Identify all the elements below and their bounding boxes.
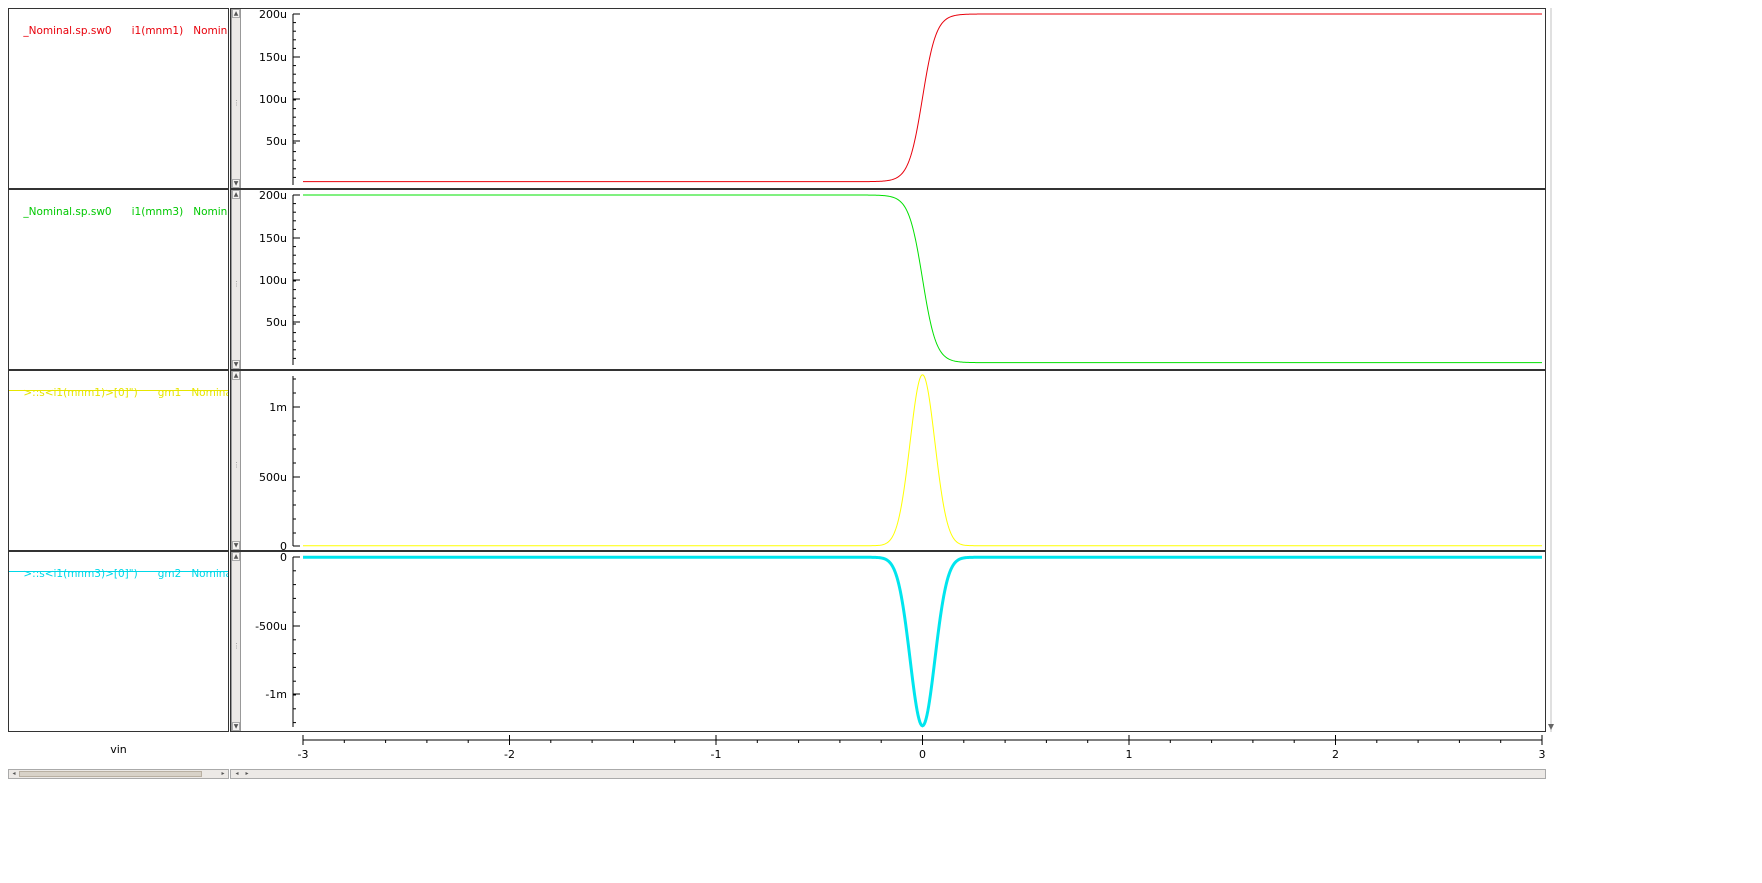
vertical-scrollbar[interactable]: ▲ ⋮ ▼ [231,190,241,369]
scroll-left-arrow[interactable]: ◂ [12,770,16,777]
legend-dataset: _Nominal.sp.sw0 [23,25,112,37]
scroll-down-arrow[interactable]: ▼ [232,722,240,731]
scroll-left-arrow[interactable]: ◂ [235,770,239,777]
legend-divider [9,571,228,572]
x-tick-label: 2 [1332,748,1339,761]
legend-entry[interactable]: _Nominal.sp.sw0 i1(mnm1) Nominal [10,13,228,49]
legend-entry[interactable]: >::s<i1(mnm3)>[0]") gm2 Nominal [10,556,228,592]
scroll-down-arrow[interactable]: ▼ [232,360,240,369]
legend-corner: Nominal [191,387,228,399]
legend-signal: gm2 [157,568,182,580]
plot-horizontal-scrollbar[interactable]: ◂ ▸ [230,769,1546,779]
legend-signal: i1(mnm1) [131,25,184,37]
legend-panel-4[interactable]: >::s<i1(mnm3)>[0]") gm2 Nominal [8,551,229,732]
legend-dataset: >::s<i1(mnm3)>[0]") [23,568,138,580]
vertical-scrollbar[interactable]: ▲ ⋮ ▼ [231,552,241,731]
plot-frame-1[interactable] [230,8,1546,189]
scroll-grip-icon: ⋮ [233,98,240,107]
legend-entry[interactable]: _Nominal.sp.sw0 i1(mnm3) Nominal [10,194,228,230]
legend-panel-2[interactable]: _Nominal.sp.sw0 i1(mnm3) Nominal [8,189,229,370]
legend-signal: gm1 [157,387,182,399]
scroll-grip-icon: ⋮ [233,460,240,469]
x-tick-label: -2 [504,748,515,761]
plot-frame-4[interactable] [230,551,1546,732]
legend-divider [9,390,228,391]
vertical-scrollbar[interactable]: ▲ ⋮ ▼ [231,9,241,188]
legend-panel-1[interactable]: _Nominal.sp.sw0 i1(mnm1) Nominal [8,8,229,189]
scroll-up-arrow[interactable]: ▲ [232,190,240,199]
plot-frame-3[interactable] [230,370,1546,551]
x-tick-label: 1 [1126,748,1133,761]
scroll-thumb[interactable] [19,771,202,777]
scroll-grip-icon: ⋮ [233,641,240,650]
legend-corner: Nominal [191,568,228,580]
vertical-scrollbar[interactable]: ▲ ⋮ ▼ [231,371,241,550]
x-tick-label: 3 [1539,748,1546,761]
x-tick-label: -3 [298,748,309,761]
scroll-grip-icon: ⋮ [233,279,240,288]
legend-entry[interactable]: >::s<i1(mnm1)>[0]") gm1 Nominal [10,375,228,411]
legend-dataset: >::s<i1(mnm1)>[0]") [23,387,138,399]
x-tick-label: -1 [711,748,722,761]
scroll-right-arrow[interactable]: ▸ [221,770,225,777]
legend-corner: Nominal [193,25,228,37]
legend-corner: Nominal [193,206,228,218]
scroll-up-arrow[interactable]: ▲ [232,9,240,18]
scroll-down-arrow[interactable]: ▼ [232,541,240,550]
x-axis-label: vin [110,743,127,756]
scroll-up-arrow[interactable]: ▲ [232,552,240,561]
scroll-down-arrow-icon [1548,724,1554,730]
scroll-up-arrow[interactable]: ▲ [232,371,240,380]
legend-horizontal-scrollbar[interactable]: ◂ ▸ [8,769,229,779]
right-scrollbar[interactable] [1547,8,1555,732]
scroll-down-arrow[interactable]: ▼ [232,179,240,188]
x-tick-label: 0 [919,748,926,761]
legend-dataset: _Nominal.sp.sw0 [23,206,112,218]
legend-panel-3[interactable]: >::s<i1(mnm1)>[0]") gm1 Nominal [8,370,229,551]
plot-frame-2[interactable] [230,189,1546,370]
legend-signal: i1(mnm3) [131,206,184,218]
scroll-right-arrow[interactable]: ▸ [245,770,249,777]
